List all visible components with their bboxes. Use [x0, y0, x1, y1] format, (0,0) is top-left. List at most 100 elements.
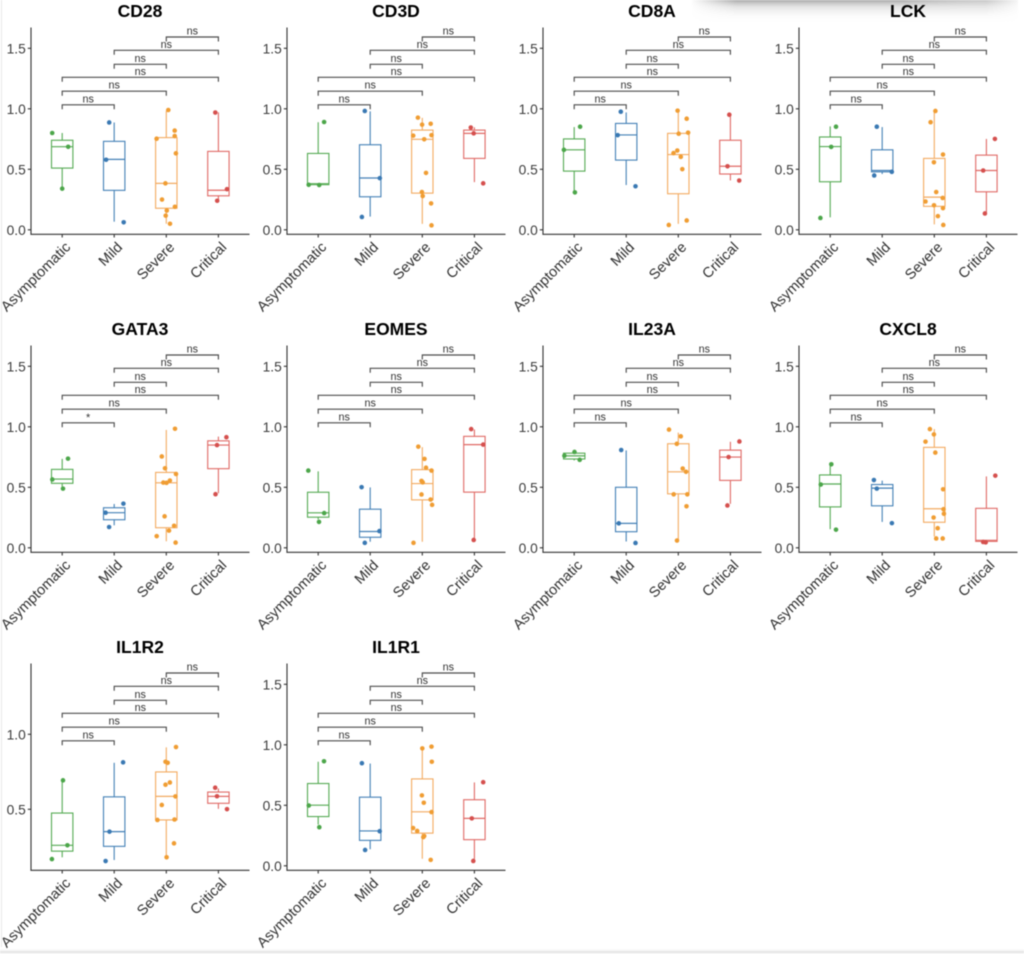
svg-text:ns: ns: [594, 411, 606, 423]
svg-text:ns: ns: [338, 93, 350, 105]
svg-text:ns: ns: [135, 384, 147, 396]
svg-text:ns: ns: [187, 26, 199, 38]
svg-text:ns: ns: [417, 675, 429, 687]
svg-text:ns: ns: [391, 66, 403, 78]
svg-text:ns: ns: [647, 66, 659, 78]
svg-text:ns: ns: [187, 344, 199, 356]
svg-text:ns: ns: [903, 371, 915, 383]
svg-text:ns: ns: [417, 357, 429, 369]
svg-text:ns: ns: [109, 716, 121, 728]
svg-text:ns: ns: [594, 93, 606, 105]
svg-text:ns: ns: [391, 384, 403, 396]
svg-text:0.5: 0.5: [7, 162, 27, 177]
svg-text:0.0: 0.0: [775, 541, 795, 556]
svg-text:ns: ns: [673, 39, 685, 51]
svg-text:0.5: 0.5: [7, 480, 27, 495]
svg-text:1.0: 1.0: [7, 102, 27, 117]
svg-text:1.0: 1.0: [775, 420, 795, 435]
svg-text:CXCL8: CXCL8: [879, 319, 937, 339]
svg-text:ns: ns: [929, 357, 941, 369]
svg-text:1.0: 1.0: [775, 102, 795, 117]
svg-text:0.5: 0.5: [519, 480, 539, 495]
svg-text:0.5: 0.5: [263, 480, 283, 495]
svg-text:1.5: 1.5: [263, 359, 283, 374]
svg-text:ns: ns: [647, 384, 659, 396]
svg-text:1.0: 1.0: [263, 738, 283, 753]
svg-text:ns: ns: [135, 66, 147, 78]
svg-text:1.5: 1.5: [7, 359, 27, 374]
svg-text:0.0: 0.0: [263, 541, 283, 556]
svg-text:CD28: CD28: [118, 1, 163, 21]
svg-text:ns: ns: [135, 371, 147, 383]
svg-text:CD8A: CD8A: [628, 1, 676, 21]
svg-text:ns: ns: [699, 344, 711, 356]
svg-text:*: *: [86, 412, 91, 424]
svg-text:ns: ns: [903, 384, 915, 396]
svg-text:GATA3: GATA3: [112, 319, 169, 339]
svg-text:1.0: 1.0: [519, 420, 539, 435]
svg-text:ns: ns: [877, 398, 889, 410]
svg-text:1.5: 1.5: [7, 41, 27, 56]
svg-text:1.5: 1.5: [263, 677, 283, 692]
svg-text:ns: ns: [955, 26, 967, 38]
svg-text:ns: ns: [955, 344, 967, 356]
svg-text:ns: ns: [850, 93, 862, 105]
svg-text:ns: ns: [135, 689, 147, 701]
svg-text:1.5: 1.5: [775, 41, 795, 56]
svg-text:0.0: 0.0: [519, 223, 539, 238]
svg-text:0.0: 0.0: [519, 541, 539, 556]
svg-text:1.5: 1.5: [519, 41, 539, 56]
svg-text:1.5: 1.5: [263, 41, 283, 56]
svg-text:0.5: 0.5: [775, 162, 795, 177]
svg-text:ns: ns: [621, 80, 633, 92]
svg-text:ns: ns: [903, 53, 915, 65]
svg-text:ns: ns: [109, 80, 121, 92]
svg-text:IL23A: IL23A: [628, 319, 676, 339]
svg-text:ns: ns: [391, 702, 403, 714]
svg-text:0.0: 0.0: [7, 541, 27, 556]
svg-text:ns: ns: [621, 398, 633, 410]
svg-text:ns: ns: [365, 80, 377, 92]
svg-text:IL1R2: IL1R2: [116, 637, 164, 657]
svg-text:1.0: 1.0: [263, 420, 283, 435]
svg-text:ns: ns: [338, 411, 350, 423]
svg-text:0.5: 0.5: [263, 798, 283, 813]
svg-text:ns: ns: [135, 53, 147, 65]
svg-text:0.0: 0.0: [7, 223, 27, 238]
svg-text:1.5: 1.5: [775, 359, 795, 374]
svg-text:IL1R1: IL1R1: [372, 637, 420, 657]
svg-text:ns: ns: [161, 39, 173, 51]
svg-text:ns: ns: [673, 357, 685, 369]
svg-text:ns: ns: [903, 66, 915, 78]
svg-text:0.0: 0.0: [775, 223, 795, 238]
svg-text:ns: ns: [417, 39, 429, 51]
svg-text:ns: ns: [443, 662, 455, 674]
svg-text:0.5: 0.5: [519, 162, 539, 177]
svg-text:ns: ns: [443, 344, 455, 356]
svg-text:1.0: 1.0: [7, 727, 27, 742]
svg-text:EOMES: EOMES: [364, 319, 427, 339]
svg-text:LCK: LCK: [890, 1, 926, 21]
svg-text:ns: ns: [929, 39, 941, 51]
svg-text:ns: ns: [443, 26, 455, 38]
svg-text:ns: ns: [161, 357, 173, 369]
svg-text:0.5: 0.5: [775, 480, 795, 495]
svg-text:ns: ns: [877, 80, 889, 92]
svg-text:ns: ns: [161, 675, 173, 687]
svg-text:0.5: 0.5: [263, 162, 283, 177]
svg-text:0.0: 0.0: [263, 859, 283, 874]
svg-text:ns: ns: [850, 411, 862, 423]
svg-text:ns: ns: [187, 662, 199, 674]
svg-text:0.0: 0.0: [263, 223, 283, 238]
svg-text:ns: ns: [391, 689, 403, 701]
svg-text:ns: ns: [647, 371, 659, 383]
svg-text:ns: ns: [365, 716, 377, 728]
svg-text:ns: ns: [699, 26, 711, 38]
svg-text:1.5: 1.5: [519, 359, 539, 374]
svg-text:1.0: 1.0: [519, 102, 539, 117]
svg-text:ns: ns: [82, 93, 94, 105]
svg-text:1.0: 1.0: [263, 102, 283, 117]
svg-text:ns: ns: [365, 398, 377, 410]
svg-text:CD3D: CD3D: [372, 1, 420, 21]
svg-text:ns: ns: [135, 702, 147, 714]
